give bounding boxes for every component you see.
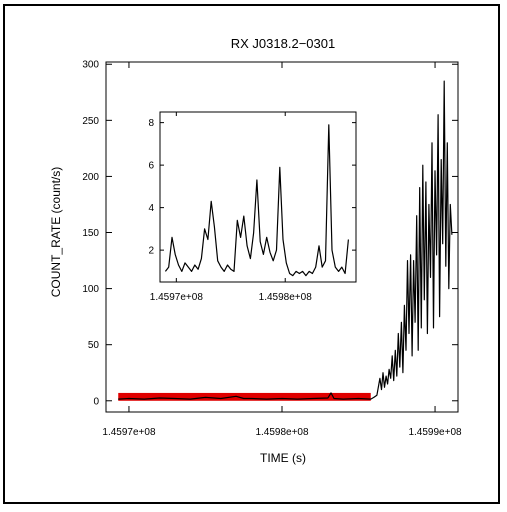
y-tick-label: 8 xyxy=(148,118,154,129)
x-tick-label: 1.4598e+08 xyxy=(259,292,313,303)
y-tick-label: 100 xyxy=(82,284,99,295)
y-tick-label: 150 xyxy=(82,228,99,239)
axes-box xyxy=(105,61,459,413)
highlight-band xyxy=(118,392,371,401)
series-line xyxy=(118,80,453,400)
x-tick-label: 1.4599e+08 xyxy=(408,427,462,438)
y-tick-label: 50 xyxy=(88,340,100,351)
y-tick-label: 200 xyxy=(82,172,99,183)
x-tick-label: 1.4597e+08 xyxy=(102,427,156,438)
x-tick-label: 1.4597e+08 xyxy=(150,292,204,303)
y-tick-label: 300 xyxy=(82,60,99,71)
x-axis-label: TIME (s) xyxy=(260,451,306,465)
inset-plot: 1.4597e+08 1.4598e+08 2 4 6 8 xyxy=(148,111,357,303)
x-tick-label: 1.4598e+08 xyxy=(255,427,309,438)
main-plot: 1.4597e+08 1.4598e+08 1.4599e+08 0 50 100 150 2… xyxy=(82,60,462,438)
axes-box xyxy=(159,111,357,283)
y-tick-label: 250 xyxy=(82,116,99,127)
series-line xyxy=(164,124,349,277)
y-tick-label: 6 xyxy=(148,161,154,172)
chart-title: RX J0318.2−0301 xyxy=(231,36,335,51)
y-axis-label: COUNT_RATE (count/s) xyxy=(49,167,63,297)
y-tick-label: 2 xyxy=(148,246,154,257)
y-tick-label: 0 xyxy=(93,396,99,407)
y-tick-label: 4 xyxy=(148,203,154,214)
